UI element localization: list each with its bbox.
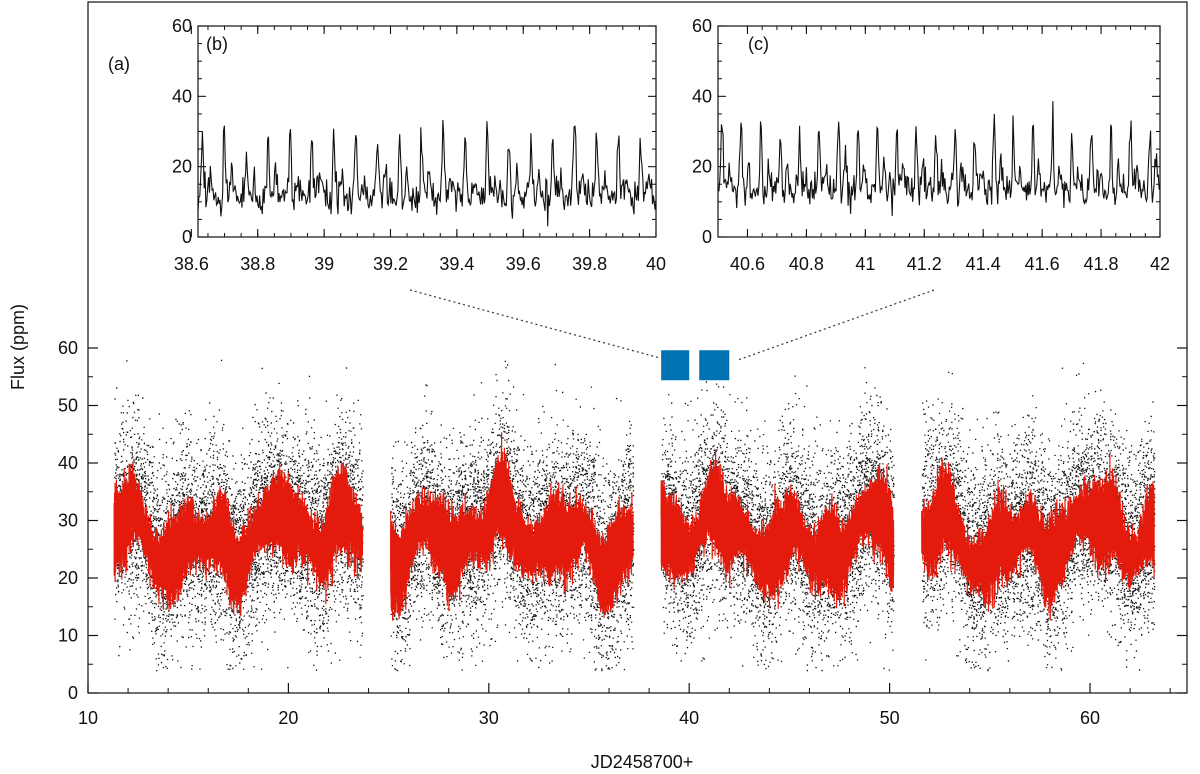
x-tick-label: 60 (1080, 708, 1100, 728)
x-tick-label: 10 (78, 708, 98, 728)
panel-label-b: (b) (206, 34, 228, 54)
inset-c-lightcurve (717, 101, 1161, 216)
inset-x-tick-label: 41.4 (966, 254, 1001, 274)
inset-c: 40.6 40.8 41 41.2 41.4 41.6 41.8 42 0 20 40 60 (c) (692, 16, 1170, 274)
zoom-highlight-box (661, 350, 690, 381)
inset-y-tick-label: 60 (172, 16, 192, 36)
inset-x-tick-label: 41.6 (1025, 254, 1060, 274)
inset-y-tick-label: 0 (702, 227, 712, 247)
y-tick-label: 60 (58, 338, 78, 358)
inset-x-tick-label: 42 (1150, 254, 1170, 274)
zoom-highlight-box (699, 350, 730, 381)
y-tick-label: 10 (58, 626, 78, 646)
zoom-highlights (661, 350, 730, 381)
inset-x-tick-label: 39.6 (506, 254, 541, 274)
y-tick-label: 20 (58, 568, 78, 588)
inset-x-tick-label: 38.8 (240, 254, 275, 274)
y-tick-label: 40 (58, 453, 78, 473)
smoothed-red-series (390, 432, 634, 621)
inset-b-lightcurve (197, 119, 657, 227)
x-tick-label: 50 (880, 708, 900, 728)
inset-y-tick-label: 40 (172, 86, 192, 106)
smoothed-red-series (921, 454, 1155, 621)
x-tick-label: 30 (479, 708, 499, 728)
inset-x-tick-label: 41 (855, 254, 875, 274)
inset-x-tick-label: 39 (314, 254, 334, 274)
inset-y-tick-label: 40 (692, 86, 712, 106)
photometry-dots (114, 359, 1156, 672)
inset-x-tick-label: 41.8 (1084, 254, 1119, 274)
inset-x-tick-label: 39.2 (373, 254, 408, 274)
inset-x-tick-label: 41.2 (907, 254, 942, 274)
smoothed-red-series (660, 449, 895, 610)
inset-x-tick-label: 38.6 (174, 254, 209, 274)
y-tick-label: 0 (68, 683, 78, 703)
smoothed-red-series (113, 461, 364, 617)
inset-c-frame (717, 25, 1161, 238)
inset-b-frame (197, 25, 657, 238)
inset-x-tick-label: 40 (646, 254, 666, 274)
main-dots-series (114, 359, 1156, 672)
inset-y-tick-label: 20 (692, 157, 712, 177)
zoom-connector-right (737, 289, 935, 361)
y-axis-label: Flux (ppm) (8, 304, 28, 390)
inset-c-ticks: 40.6 40.8 41 41.2 41.4 41.6 41.8 42 0 20 40 60 (692, 16, 1170, 274)
zoom-connector-left (409, 289, 661, 359)
inset-x-tick-label: 39.4 (439, 254, 474, 274)
inset-y-tick-label: 20 (172, 157, 192, 177)
inset-b-ticks: 38.6 38.8 39 39.2 39.4 39.6 39.8 40 0 20 40 60 (172, 16, 666, 274)
y-tick-label: 30 (58, 511, 78, 531)
y-tick-label: 50 (58, 396, 78, 416)
x-tick-label: 40 (679, 708, 699, 728)
x-tick-label: 20 (278, 708, 298, 728)
panel-label-a: (a) (108, 54, 130, 74)
inset-y-tick-label: 60 (692, 16, 712, 36)
inset-x-tick-label: 40.8 (789, 254, 824, 274)
main-red-band-series (113, 432, 1155, 621)
inset-b: 38.6 38.8 39 39.2 39.4 39.6 39.8 40 0 20 40 60 (b) (172, 16, 666, 274)
inset-x-tick-label: 39.8 (572, 254, 607, 274)
panel-label-c: (c) (748, 34, 769, 54)
x-axis-label: JD2458700+ (591, 752, 694, 772)
inset-x-tick-label: 40.6 (730, 254, 765, 274)
inset-y-tick-label: 0 (182, 227, 192, 247)
